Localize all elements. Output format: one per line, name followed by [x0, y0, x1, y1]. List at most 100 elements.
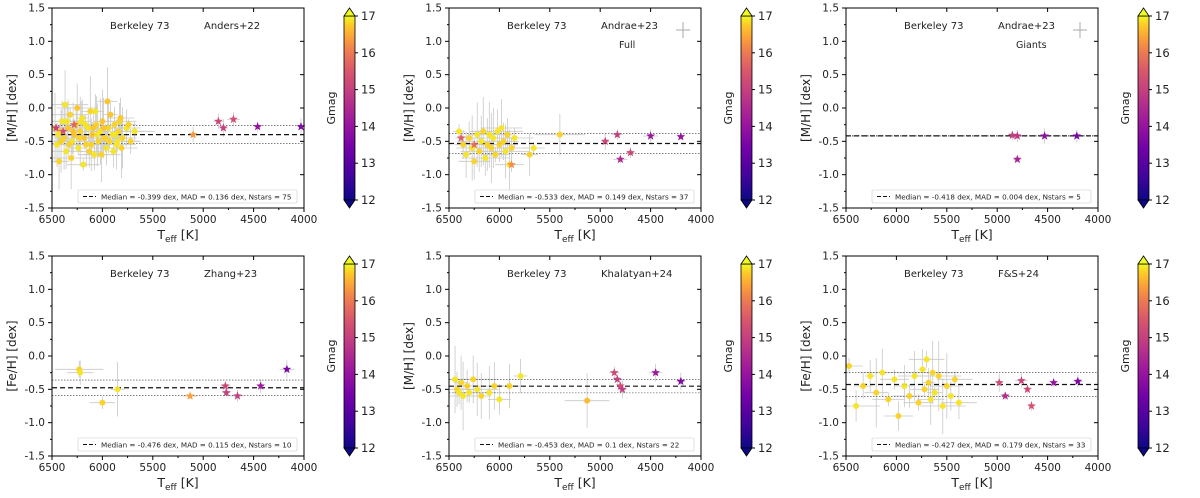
y-tick-label: 0.0 [28, 103, 45, 115]
colorbar-tick-label: 15 [758, 83, 773, 97]
legend-box [871, 189, 1092, 204]
y-tick-label: 1.5 [425, 3, 442, 15]
data-point [100, 125, 107, 131]
x-tick-label: 6000 [89, 214, 116, 226]
panel: 6500 6000 5500 5000 4500 4000 1.5 1.0 0.5 0.0 -0.5… [5, 3, 376, 246]
colorbar-tick-label: 16 [758, 294, 773, 308]
colorbar-tick-label: 16 [1155, 294, 1170, 308]
star-marker [282, 364, 292, 374]
colorbar: 12 13 14 15 16 17 Gmag [722, 255, 773, 457]
colorbar-tick-label: 12 [758, 441, 773, 455]
data-point [478, 138, 485, 145]
data-point [504, 131, 511, 138]
x-tick-label: 5000 [984, 214, 1011, 226]
y-tick-label: 1.0 [28, 284, 45, 296]
x-tick-label: 5500 [139, 462, 166, 474]
data-point [119, 135, 126, 141]
y-tick-label: 1.5 [425, 251, 442, 263]
colorbar-gradient [740, 263, 753, 449]
y-axis-label: [Fe/H] [dex] [5, 320, 19, 391]
legend: Median = -0.399 dex, MAD = 0.136 dex, Ns… [77, 189, 298, 204]
star-marker [1007, 130, 1017, 140]
data-point [494, 128, 501, 135]
colorbar-label: Gmag [722, 340, 735, 373]
data-point [64, 118, 71, 125]
x-axis-label-subscript: eff [959, 235, 972, 245]
y-tick-label: -0.5 [25, 384, 46, 396]
data-point [496, 396, 503, 403]
x-axis-label-main: T [156, 475, 165, 490]
y-tick-label: 0.0 [822, 103, 839, 115]
y-tick-label: -1.0 [422, 417, 443, 429]
y-tick-label: -1.0 [819, 417, 840, 429]
data-point [492, 151, 499, 158]
colorbar-extend-bottom [1137, 447, 1150, 457]
data-point [955, 399, 962, 406]
x-tick-label: 4500 [1034, 214, 1061, 226]
data-point [584, 397, 591, 404]
y-tick-label: 1.0 [425, 36, 442, 48]
y-tick-label: 1.0 [822, 36, 839, 48]
data-point [490, 135, 497, 141]
plot-frame [448, 255, 702, 457]
y-axis-label: [M/H] [dex] [402, 74, 416, 142]
data-point [853, 403, 860, 409]
colorbar-label: Gmag [722, 92, 735, 125]
colorbar-label: Gmag [325, 340, 338, 373]
data-point [923, 356, 930, 363]
star-marker [994, 378, 1004, 387]
data-point [77, 369, 84, 376]
colorbar-tick-label: 17 [1155, 257, 1170, 271]
star-marker [676, 132, 686, 141]
y-tick-label: -0.5 [25, 136, 46, 148]
star-marker [233, 391, 242, 400]
x-tick-label: 6000 [89, 462, 116, 474]
panel: 6500 6000 5500 5000 4500 4000 1.5 1.0 0.5 0.0 -0.5… [799, 3, 1170, 246]
x-tick-label: 4500 [240, 214, 267, 226]
data-point [86, 148, 93, 155]
data-point [107, 111, 114, 118]
x-axis-label-unit: [K] [177, 227, 199, 242]
x-tick-label: 4500 [637, 462, 664, 474]
y-axis-label: [Fe/H] [dex] [799, 320, 813, 391]
panel: 6500 6000 5500 5000 4500 4000 1.5 1.0 0.5 0.0 -0.5… [402, 251, 773, 494]
x-axis-label: Teff [K] [156, 475, 198, 493]
x-axis-label-unit: [K] [574, 475, 596, 490]
y-axis-label: [M/H] [dex] [799, 74, 813, 142]
data-point [125, 121, 132, 128]
data-point [82, 121, 89, 128]
y-tick-label: 1.0 [425, 284, 442, 296]
data-point [452, 376, 459, 383]
data-point [891, 376, 898, 383]
star-marker [256, 381, 265, 390]
x-tick-label: 6500 [436, 462, 463, 474]
colorbar-extend-bottom [343, 447, 356, 457]
data-point [906, 393, 913, 399]
plot-frame [448, 7, 702, 209]
cluster-name: Berkeley 73 [507, 269, 566, 280]
star-marker [58, 126, 68, 136]
y-tick-label: -1.0 [819, 169, 840, 181]
legend-text: Median = -0.533 dex, MAD = 0.149 dex, Ns… [498, 193, 688, 202]
colorbar-tick-label: 12 [1155, 441, 1170, 455]
cluster-name: Berkeley 73 [904, 21, 963, 32]
star-marker [1073, 376, 1083, 386]
x-axis-label-unit: [K] [971, 475, 993, 490]
x-tick-label: 6000 [486, 214, 513, 226]
x-tick-label: 5500 [139, 214, 166, 226]
data-point [68, 155, 75, 161]
star-marker [616, 154, 625, 164]
data-point [476, 148, 483, 155]
legend: Median = -0.453 dex, MAD = 0.1 dex, Nsta… [474, 437, 695, 452]
data-point [116, 118, 123, 125]
plot-frame [845, 255, 1099, 457]
y-tick-label: -0.5 [819, 136, 840, 148]
data-point [951, 376, 958, 383]
y-tick-label: -0.5 [422, 384, 443, 396]
colorbar-tick-label: 13 [1155, 156, 1170, 170]
x-axis-label-unit: [K] [971, 227, 993, 242]
data-point [860, 383, 867, 389]
x-tick-label: 4000 [291, 214, 318, 226]
x-axis-label-unit: [K] [574, 227, 596, 242]
star-marker [456, 133, 466, 142]
